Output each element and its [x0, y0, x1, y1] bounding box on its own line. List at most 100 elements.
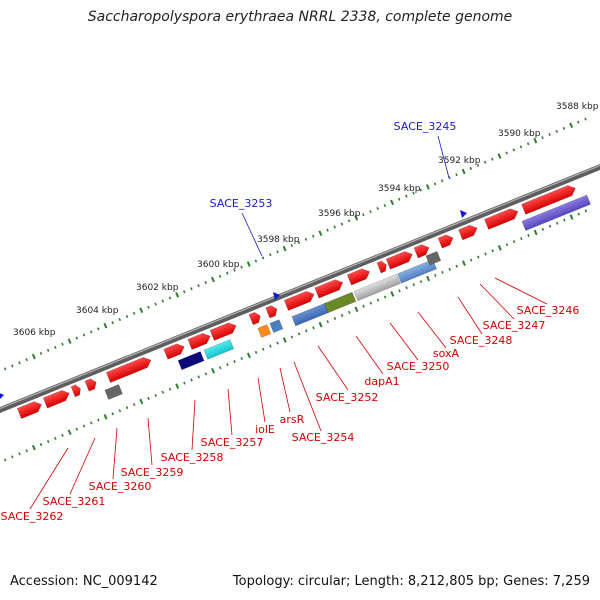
- ruler-tick: [434, 273, 437, 277]
- ruler-tick: [168, 387, 172, 391]
- ruler-tick: [563, 218, 566, 222]
- ruler-tick: [426, 275, 431, 282]
- ruler-tick: [276, 250, 279, 254]
- cds-gene: [187, 332, 211, 350]
- ruler-tick: [211, 367, 216, 374]
- cds-gene-shape: [521, 185, 576, 215]
- cds-gene-shape: [413, 244, 430, 259]
- ruler-tick: [246, 261, 251, 267]
- cds-gene-shape: [84, 378, 97, 392]
- cds-gene: [70, 384, 81, 398]
- cds-gene: [376, 260, 387, 274]
- feature-block-shape: [323, 291, 357, 314]
- accession-text: Accession: NC_009142: [10, 574, 158, 589]
- ruler-tick: [282, 245, 287, 252]
- ruler-tick: [469, 166, 473, 170]
- ruler-tick: [297, 240, 301, 244]
- cds-gene: [16, 401, 42, 419]
- ruler-tick: [419, 280, 423, 284]
- ruler-tick: [369, 301, 373, 305]
- cds-gene-shape: [437, 234, 454, 249]
- tick-label: 3598 kbp: [257, 235, 300, 245]
- gene-label-reverse: soxA: [433, 347, 460, 360]
- ruler-tick: [276, 341, 279, 345]
- ruler-tick: [111, 321, 114, 325]
- ruler-tick: [183, 290, 186, 294]
- cds-gene-shape: [346, 268, 371, 286]
- ruler-tick: [304, 237, 308, 241]
- ruler-tick: [103, 322, 108, 329]
- ruler-tick: [362, 213, 365, 217]
- ruler-tick: [512, 148, 516, 152]
- gene-label-forward: SACE_3245: [394, 120, 457, 133]
- ruler-tick: [154, 393, 157, 397]
- cds-gene: [105, 357, 152, 383]
- ruler-tick: [376, 298, 380, 302]
- cds-gene-shape: [314, 279, 344, 299]
- label-leader: [29, 447, 69, 510]
- genome-meta-text: Topology: circular; Length: 8,212,805 bp…: [232, 574, 590, 589]
- feature-block-shape: [353, 273, 401, 302]
- ruler-tick: [383, 295, 387, 299]
- ruler-tick: [268, 253, 272, 257]
- ruler-tick: [161, 390, 165, 394]
- ruler-tick: [246, 352, 251, 359]
- feature-block: [104, 384, 123, 400]
- label-leader: [147, 417, 153, 466]
- ruler-tick: [491, 249, 494, 253]
- gene-label-reverse: SACE_3252: [316, 391, 379, 404]
- ruler-tick: [533, 229, 538, 236]
- ruler-tick: [311, 234, 315, 238]
- gene-label-reverse: SACE_3261: [43, 495, 106, 508]
- ruler-tick: [226, 363, 229, 367]
- ruler-tick: [111, 412, 114, 416]
- ruler-tick: [569, 122, 574, 129]
- ruler-tick: [362, 304, 365, 308]
- ruler-tick: [497, 153, 502, 159]
- ruler-tick: [61, 433, 64, 437]
- ruler-tick: [340, 313, 344, 317]
- tick-label: 3588 kbp: [556, 102, 599, 112]
- ruler-tick: [333, 317, 337, 321]
- map-title: Saccharopolyspora erythraea NRRL 2338, c…: [87, 9, 513, 25]
- ruler-tick: [210, 276, 215, 283]
- ruler-tick: [312, 326, 315, 330]
- tick-label: 3596 kbp: [318, 209, 361, 219]
- cds-gene-shape: [458, 224, 478, 241]
- ruler-tick: [476, 163, 480, 167]
- cds-gene: [521, 185, 576, 215]
- ruler-tick: [333, 225, 336, 229]
- ruler-tick: [161, 299, 165, 303]
- gene-label-reverse: SACE_3254: [292, 431, 355, 444]
- ruler-tick: [297, 332, 301, 336]
- tick-label: 3590 kbp: [498, 129, 541, 139]
- ruler-tick: [218, 366, 222, 370]
- gene-label-reverse: SACE_3258: [161, 451, 224, 464]
- ruler-tick: [484, 252, 487, 256]
- ruler-tick: [226, 271, 229, 275]
- ruler-tick: [555, 221, 559, 225]
- label-leader: [69, 437, 96, 495]
- ruler-tick: [197, 375, 200, 379]
- ruler-tick: [190, 378, 193, 382]
- ruler-tick: [67, 338, 72, 344]
- ruler-tick: [318, 230, 323, 236]
- ruler-tick: [97, 418, 100, 422]
- tick-label: 3594 kbp: [378, 184, 421, 194]
- ruler-tick: [89, 421, 93, 425]
- ruler-tick: [519, 145, 523, 149]
- ruler-tick: [118, 409, 122, 413]
- ruler-tick: [89, 330, 93, 334]
- ruler-tick: [82, 424, 86, 428]
- ruler-tick: [204, 281, 208, 285]
- ruler-tick: [526, 142, 530, 146]
- ruler-tick: [390, 199, 394, 206]
- ruler-tick: [25, 358, 28, 362]
- feature-block-shape: [104, 384, 123, 400]
- ruler-tick: [132, 311, 136, 315]
- ruler-tick: [390, 291, 395, 297]
- ruler-tick: [347, 219, 351, 223]
- ruler-tick: [412, 191, 415, 195]
- feature-block: [257, 324, 272, 338]
